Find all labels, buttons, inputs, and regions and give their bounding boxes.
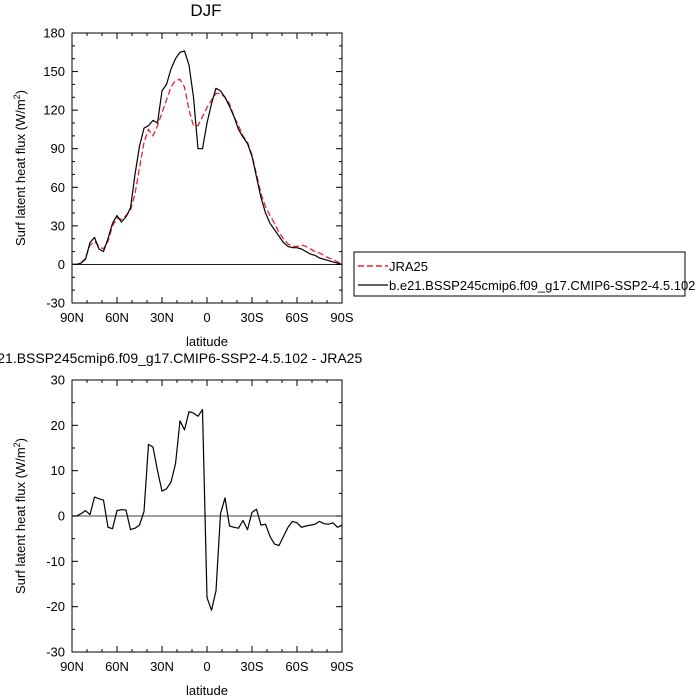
bottom-y-tick-label: -20 [46,599,65,614]
top-chart-title: DJF [190,1,221,20]
top-y-tick-label: 120 [43,103,65,118]
top-x-tick-label: 0 [203,310,210,325]
top-y-tick-label: 0 [58,257,65,272]
top-panel: DJF 90N 60N 30N 0 30S 60S 90S -30 0 30 60 90 120 150… [12,1,354,349]
bottom-y-axis-label-main: Surf latent heat flux (W/m [13,447,28,594]
bottom-y-tick-label: -10 [46,554,65,569]
top-x-axis-label: latitude [186,334,228,349]
legend-box [353,251,686,297]
top-y-axis-label-sup: 2 [12,94,22,99]
bottom-x-tick-label: 90N [60,659,84,674]
bottom-y-axis-label-close: ) [13,438,28,442]
bottom-x-tick-label: 60S [285,659,308,674]
top-y-axis-label-main: Surf latent heat flux (W/m [13,99,28,246]
bottom-y-tick-labels: -30 -20 -10 0 10 20 30 [46,373,65,660]
bottom-series-group [72,408,343,611]
top-y-tick-label: 30 [51,218,65,233]
top-y-tick-label: 180 [43,26,65,41]
top-x-tick-label: 90N [60,310,84,325]
bottom-y-axis-label: Surf latent heat flux (W/m2) [12,438,28,594]
top-x-tick-label: 60N [105,310,129,325]
bottom-x-tick-label: 60N [105,659,129,674]
legend-label-model: b.e21.BSSP245cmip6.f09_g17.CMIP6-SSP2-4.… [389,278,695,293]
bottom-y-tick-label: 30 [51,373,65,388]
top-y-tick-label: 90 [51,141,65,156]
legend: JRA25 b.e21.BSSP245cmip6.f09_g17.CMIP6-S… [353,251,695,297]
bottom-tick-marks [71,379,343,653]
top-y-tick-labels: -30 0 30 60 90 120 150 180 [43,26,65,311]
top-series-group [72,50,343,266]
legend-label-jra25: JRA25 [389,259,428,274]
top-x-tick-labels: 90N 60N 30N 0 30S 60S 90S [60,310,354,325]
bottom-x-tick-label: 30N [150,659,174,674]
bottom-x-tick-label: 0 [203,659,210,674]
bottom-x-tick-label: 30S [240,659,263,674]
top-x-tick-label: 30N [150,310,174,325]
top-tick-marks [71,32,343,304]
bottom-x-tick-labels: 90N 60N 30N 0 30S 60S 90S [60,659,354,674]
bottom-y-tick-label: 0 [58,509,65,524]
bottom-y-tick-label: 20 [51,418,65,433]
bottom-x-axis-label: latitude [186,683,228,698]
top-y-tick-label: 150 [43,64,65,79]
top-series-line-jra25 [72,78,343,266]
bottom-y-axis-label-sup: 2 [12,442,22,447]
bottom-y-tick-label: 10 [51,463,65,478]
top-x-tick-label: 90S [330,310,353,325]
top-plot-frame [71,32,343,304]
top-y-axis-label: Surf latent heat flux (W/m2) [12,90,28,246]
top-y-tick-label: 60 [51,180,65,195]
bottom-panel: b.e21.BSSP245cmip6.f09_g17.CMIP6-SSP2-4.… [0,350,362,698]
bottom-chart-title: b.e21.BSSP245cmip6.f09_g17.CMIP6-SSP2-4.… [0,350,362,366]
top-y-tick-label: -30 [46,296,65,311]
bottom-x-tick-label: 90S [330,659,353,674]
top-x-tick-label: 30S [240,310,263,325]
top-x-tick-label: 60S [285,310,308,325]
top-series-line-model [72,50,343,265]
top-y-axis-label-close: ) [13,90,28,94]
bottom-series-line-difference [72,408,343,611]
bottom-y-tick-label: -30 [46,645,65,660]
